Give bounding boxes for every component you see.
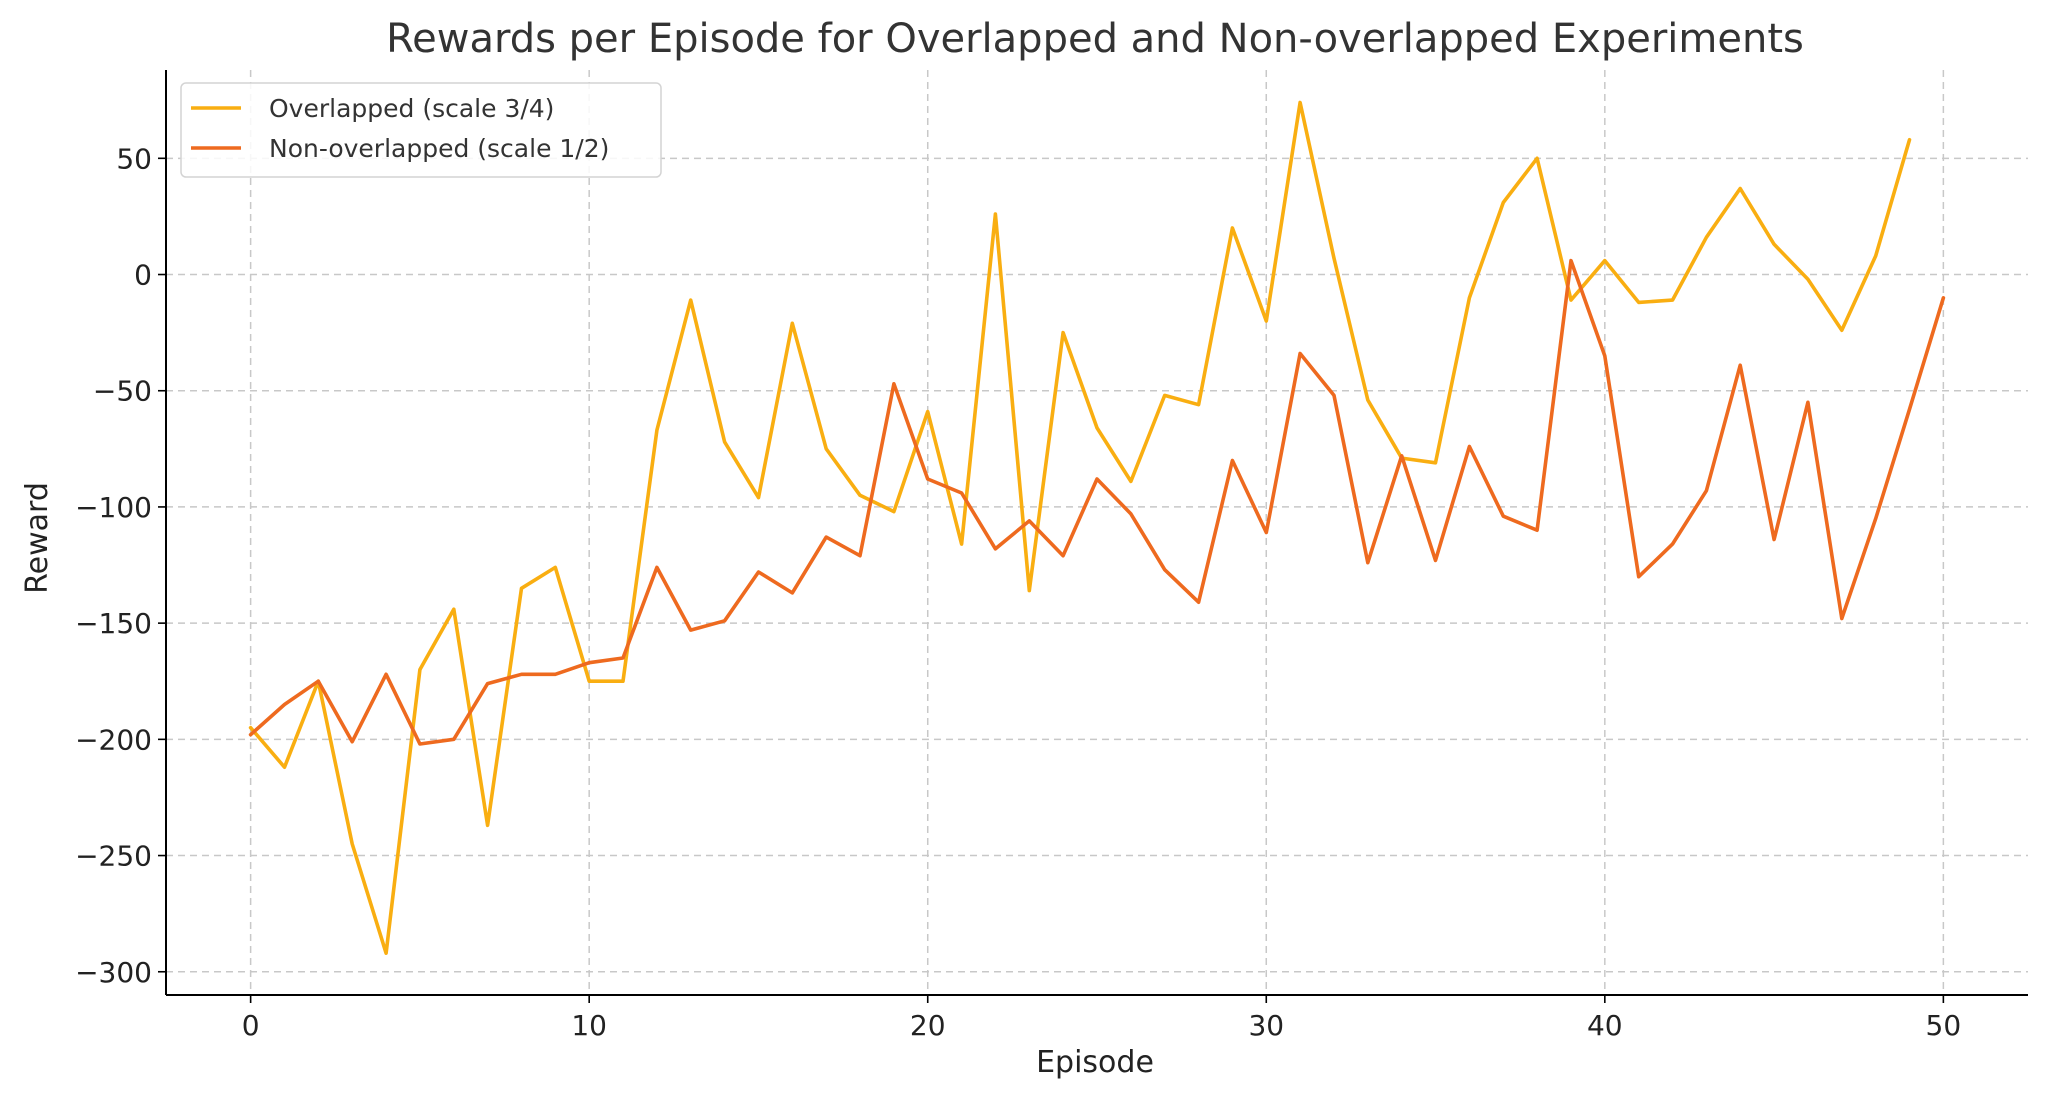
y-tick-label: −100 (75, 491, 152, 524)
y-tick-label: 0 (134, 259, 152, 292)
y-tick-label: −250 (75, 840, 152, 873)
x-tick-label: 10 (571, 1009, 607, 1042)
grid-lines (166, 70, 2028, 995)
y-tick-label: −200 (75, 723, 152, 756)
legend-label-2: Non-overlapped (scale 1/2) (269, 134, 609, 163)
x-tick-label: 20 (910, 1009, 946, 1042)
x-tick-label: 30 (1248, 1009, 1284, 1042)
legend: Overlapped (scale 3/4) Non-overlapped (sc… (180, 82, 662, 178)
y-tick-label: −150 (75, 607, 152, 640)
x-axis-label: Episode (1036, 1045, 1154, 1080)
x-tick-label: 0 (242, 1009, 260, 1042)
series-line-2 (248, 258, 1946, 746)
y-tick-label: −50 (93, 375, 152, 408)
legend-label-1: Overlapped (scale 3/4) (269, 94, 554, 123)
y-axis-label: Reward (20, 482, 55, 594)
x-tick-label: 50 (1926, 1009, 1962, 1042)
y-tick-label: −300 (75, 956, 152, 989)
chart-title: Rewards per Episode for Overlapped and N… (386, 16, 1804, 62)
axes: 0 10 20 30 40 50 −300 −250 −200 −150 −100 −50 0 50 (75, 70, 2028, 1042)
legend-frame (180, 82, 662, 178)
series-layer (248, 100, 1946, 956)
x-tick-label: 40 (1587, 1009, 1623, 1042)
series-line-1 (248, 100, 1912, 956)
y-tick-label: 50 (116, 142, 152, 175)
